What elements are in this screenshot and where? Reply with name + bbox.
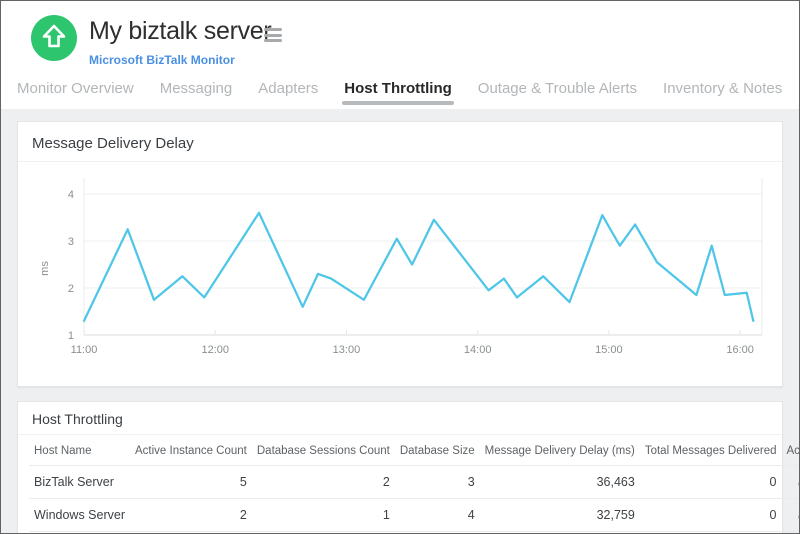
server-status-avatar [31, 15, 77, 61]
tab-outage-trouble-alerts[interactable]: Outage & Trouble Alerts [477, 80, 638, 97]
host-name-cell: BizTalk Server [29, 465, 130, 499]
database-sessions-count-cell: 1 [251, 498, 395, 532]
edit-action-button[interactable] [792, 507, 799, 523]
column-header: Total Messages Delivered [644, 445, 777, 457]
svg-text:1: 1 [68, 330, 74, 342]
total-messages-delivered-cell: 0 [639, 498, 782, 532]
header: My biztalk server Microsoft BizTalk Moni… [1, 1, 799, 109]
content-area: Message Delivery Delay 4 3 2 1 11:00 12:00 13:… [1, 109, 799, 533]
table-row: BizTalk Server 5 2 3 36,463 0 [29, 465, 799, 499]
table-row: Windows Server 2 1 4 32,759 0 [29, 498, 799, 532]
database-size-cell: 3 [394, 465, 480, 499]
total-messages-delivered-cell: 0 [639, 465, 782, 499]
action-cell [781, 498, 799, 532]
hamburger-menu-icon[interactable] [264, 28, 282, 45]
host-throttling-table: Host Name Active Instance Count Database S… [29, 437, 800, 532]
table-title: Host Throttling [18, 402, 782, 435]
page-title: My biztalk server [89, 17, 272, 45]
chart-title: Message Delivery Delay [18, 122, 782, 162]
column-header: Database Sessions Count [256, 445, 390, 457]
tab-adapters[interactable]: Adapters [258, 80, 319, 97]
column-header: Database Size [399, 445, 475, 457]
svg-text:3: 3 [68, 236, 74, 248]
pencil-edit-icon [797, 481, 799, 486]
svg-text:14:00: 14:00 [464, 344, 492, 356]
svg-text:15:00: 15:00 [595, 344, 623, 356]
svg-text:4: 4 [68, 189, 74, 201]
message-delivery-delay-ms-cell: 32,759 [479, 498, 640, 532]
column-header: Action [786, 445, 800, 457]
delay-series-line [82, 211, 755, 323]
database-sessions-count-cell: 2 [251, 465, 395, 499]
up-arrow-icon [42, 24, 66, 48]
svg-text:ms: ms [39, 261, 51, 276]
tab-host-throttling[interactable]: Host Throttling [342, 80, 455, 105]
svg-text:12:00: 12:00 [201, 344, 229, 356]
host-name-cell: Windows Server [29, 498, 130, 532]
column-header: Active Instance Count [135, 445, 247, 457]
column-header: Message Delivery Delay (ms) [484, 445, 635, 457]
database-size-cell: 4 [394, 498, 480, 532]
action-cell [781, 465, 799, 499]
message-delivery-delay-line-chart: 4 3 2 1 11:00 12:00 13:00 14:00 15:00 16:00 ms [39, 178, 763, 356]
tab-inventory-notes[interactable]: Inventory & Notes [663, 80, 783, 97]
pencil-edit-icon [797, 514, 799, 519]
host-throttling-card: Host Throttling Host Name Active Instance… [17, 401, 799, 533]
tab-monitor-overview[interactable]: Monitor Overview [17, 80, 134, 97]
table-header-row: Host Name Active Instance Count Database S… [29, 437, 800, 466]
edit-action-button[interactable] [792, 474, 799, 490]
svg-text:2: 2 [68, 283, 74, 295]
column-header: Host Name [34, 445, 92, 457]
svg-text:16:00: 16:00 [726, 344, 754, 356]
active-instance-count-cell: 2 [130, 498, 252, 532]
monitor-type-link[interactable]: Microsoft BizTalk Monitor [89, 53, 235, 67]
message-delivery-delay-ms-cell: 36,463 [479, 465, 640, 499]
tab-messaging[interactable]: Messaging [159, 80, 233, 97]
svg-text:13:00: 13:00 [333, 344, 361, 356]
message-delivery-delay-card: Message Delivery Delay 4 3 2 1 11:00 12:00 13:… [17, 121, 783, 387]
active-instance-count-cell: 5 [130, 465, 252, 499]
svg-text:11:00: 11:00 [71, 344, 98, 356]
tab-bar: Monitor Overview Messaging Adapters Host Th… [17, 80, 783, 105]
